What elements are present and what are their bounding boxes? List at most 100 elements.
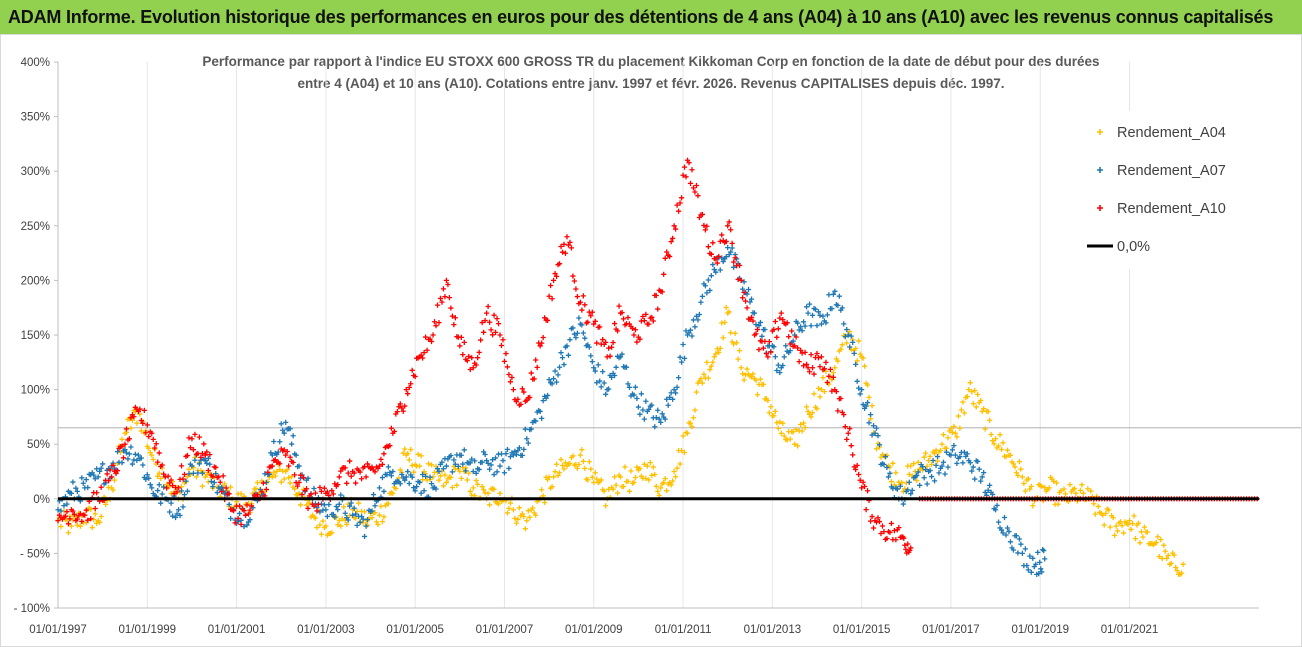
rendement-a10-sample — [701, 222, 707, 229]
rendement-a10-sample — [799, 350, 805, 356]
rendement-a04-sample — [958, 407, 964, 413]
rendement-a07-sample — [875, 433, 881, 439]
rendement-a04-sample — [117, 449, 124, 455]
rendement-a07-sample — [372, 503, 378, 509]
rendement-a07-point — [1006, 528, 1012, 535]
rendement-a10-sample — [265, 469, 271, 475]
rendement-a07-sample — [546, 377, 552, 383]
rendement-a07-sample — [134, 457, 140, 463]
rendement-a10-sample — [808, 352, 814, 358]
rendement-a04-sample — [1042, 484, 1048, 491]
rendement-a10-sample — [620, 316, 627, 322]
rendement-a10-sample — [742, 298, 749, 304]
rendement-a04-sample — [668, 482, 674, 488]
rendement-a10-sample — [903, 546, 909, 552]
rendement-a07-sample — [186, 471, 192, 477]
rendement-a10-sample — [165, 473, 171, 479]
rendement-a04-sample — [393, 485, 399, 492]
rendement-a10-sample — [553, 273, 560, 279]
rendement-a07-sample — [908, 491, 914, 497]
rendement-a04-sample — [734, 340, 740, 346]
rendement-a10-sample — [567, 239, 573, 245]
rendement-a10-sample — [364, 461, 371, 467]
rendement-a07-sample — [552, 368, 558, 374]
rendement-a04-sample — [662, 475, 668, 482]
rendement-a04-point — [939, 441, 945, 447]
rendement-a07-sample — [1040, 547, 1046, 553]
rendement-a10-sample — [238, 521, 244, 528]
rendement-a10-sample — [460, 352, 466, 358]
data-points — [55, 157, 1260, 578]
rendement-a10-sample — [152, 445, 158, 451]
rendement-a07-point — [698, 299, 704, 305]
rendement-a04-sample — [739, 371, 746, 377]
rendement-a07-sample — [387, 469, 393, 476]
rendement-a07-point — [537, 408, 543, 415]
rendement-a10-sample — [85, 517, 91, 523]
rendement-a04-sample — [927, 453, 933, 459]
rendement-a10-sample — [702, 227, 708, 233]
rendement-a10-sample — [361, 464, 368, 470]
y-tick-label: 100% — [21, 385, 50, 397]
y-tick-label: 400% — [21, 57, 50, 69]
rendement-a07-sample — [414, 484, 420, 490]
rendement-a10-sample — [107, 467, 113, 473]
rendement-a04-sample — [475, 481, 481, 487]
rendement-a07-sample — [1027, 553, 1033, 559]
rendement-a04-sample — [507, 500, 514, 506]
rendement-a10-point — [242, 512, 249, 518]
rendement-a10-sample — [833, 388, 839, 395]
rendement-a04-point — [417, 463, 423, 469]
rendement-a04-sample — [646, 477, 652, 483]
rendement-a04-sample — [692, 407, 698, 413]
rendement-a10-sample — [303, 486, 310, 492]
rendement-a04-sample — [808, 414, 814, 420]
rendement-a07-sample — [693, 313, 700, 319]
rendement-a10-sample — [317, 484, 323, 491]
rendement-a10-sample — [344, 480, 350, 486]
rendement-a04-sample — [111, 477, 118, 483]
rendement-a10-sample — [420, 355, 426, 361]
rendement-a07-sample — [244, 522, 250, 528]
rendement-a10-point — [564, 234, 570, 240]
rendement-a07-sample — [1000, 530, 1006, 536]
rendement-a04-sample — [576, 461, 582, 468]
rendement-a07-sample — [720, 258, 726, 265]
rendement-a07-sample — [667, 394, 673, 400]
rendement-a07-sample — [263, 479, 269, 486]
rendement-a04-sample — [467, 488, 473, 495]
rendement-a07-point — [350, 512, 356, 518]
rendement-a10-sample — [164, 485, 170, 491]
rendement-a07-point — [1019, 550, 1025, 556]
rendement-a07-sample — [204, 460, 210, 467]
rendement-a07-sample — [673, 390, 679, 396]
rendement-a04-point — [1100, 512, 1106, 518]
rendement-a04-sample — [914, 477, 920, 484]
rendement-a04-sample — [1015, 472, 1021, 479]
rendement-a07-sample — [422, 473, 429, 480]
rendement-a10-sample — [171, 491, 177, 497]
rendement-a07-point — [296, 463, 302, 469]
rendement-a07-sample — [632, 384, 639, 390]
rendement-a07-sample — [611, 372, 618, 379]
rendement-a04-sample — [973, 404, 979, 410]
rendement-a04-sample — [964, 393, 970, 400]
rendement-a10-sample — [388, 425, 394, 431]
rendement-a10-sample — [876, 518, 883, 525]
rendement-a07-sample — [357, 519, 363, 526]
grid — [57, 62, 1301, 608]
rendement-a10-sample — [284, 448, 290, 455]
rendement-a07-sample — [448, 452, 454, 459]
rendement-a10-sample — [65, 521, 72, 527]
rendement-a10-sample — [731, 259, 737, 265]
rendement-a04-sample — [287, 480, 293, 486]
rendement-a07-sample — [850, 339, 856, 345]
rendement-a04-sample — [473, 477, 479, 484]
rendement-a10-sample — [844, 436, 850, 443]
rendement-a10-sample — [495, 321, 502, 327]
rendement-a10-sample — [232, 520, 238, 526]
rendement-a10-point — [376, 463, 383, 469]
rendement-a04-sample — [817, 394, 823, 400]
rendement-a10-sample — [546, 293, 552, 299]
rendement-a04-point — [591, 479, 597, 486]
